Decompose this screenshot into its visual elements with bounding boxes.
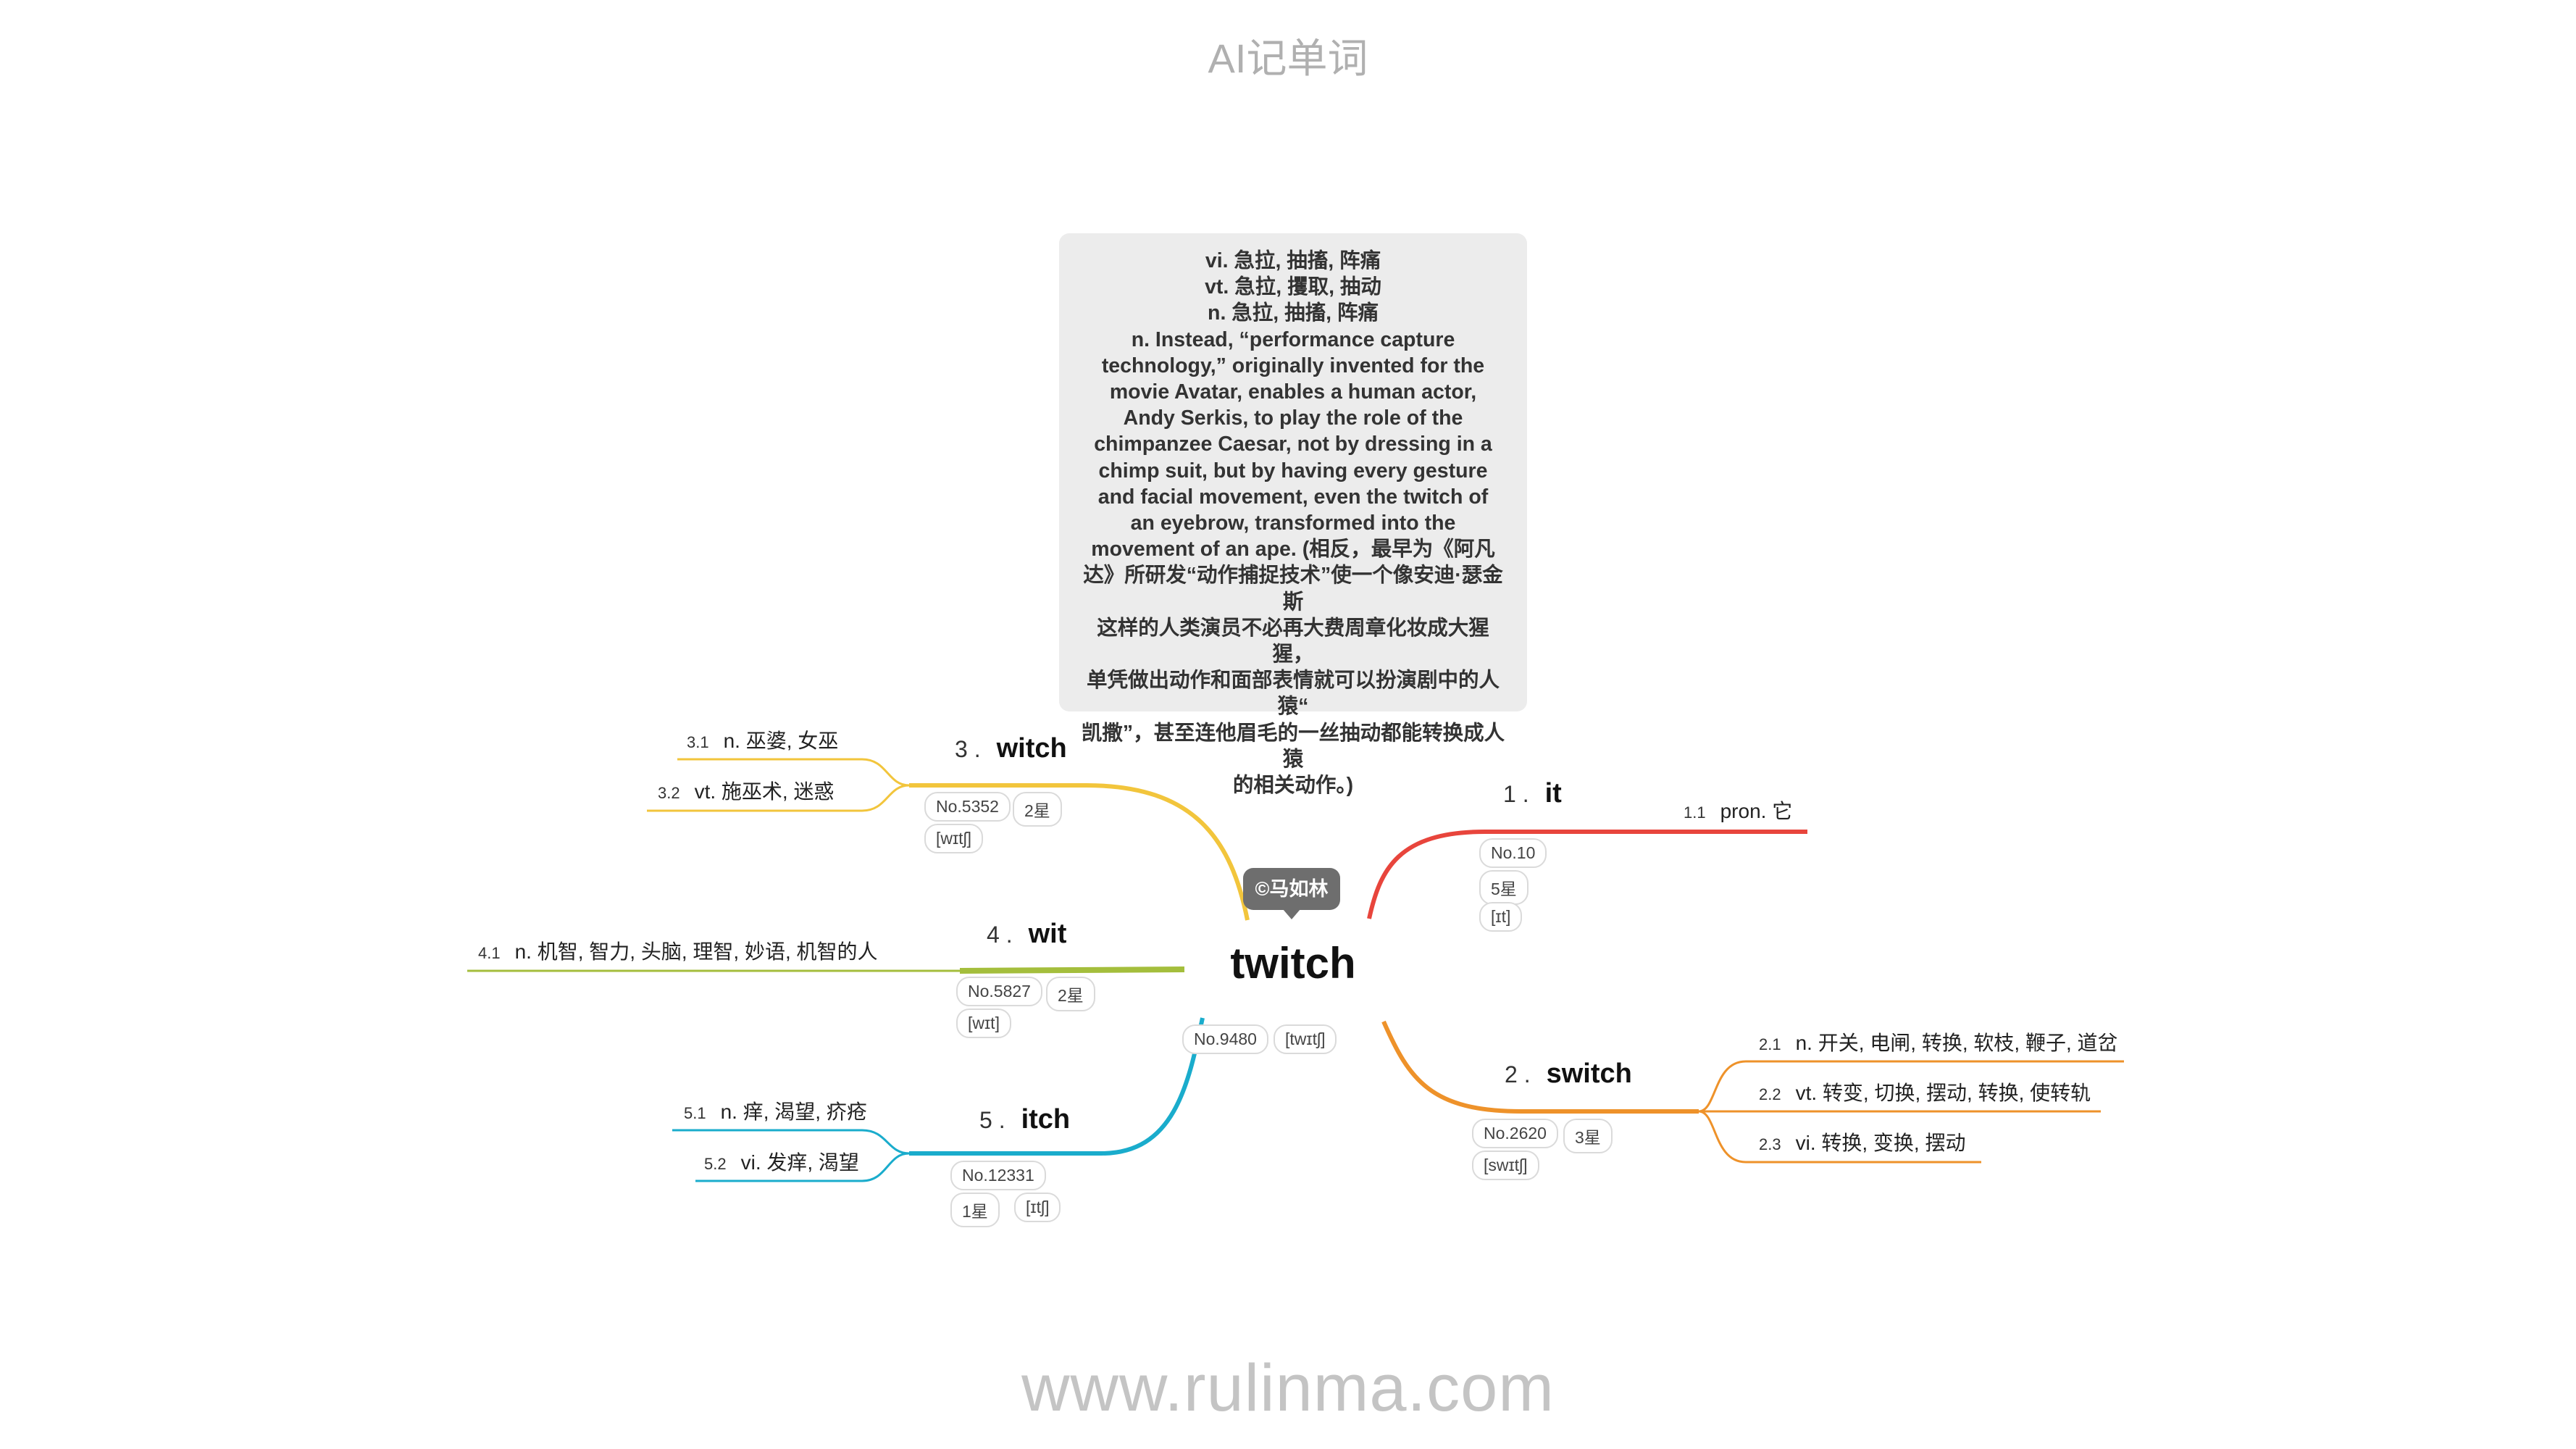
- copyright-badge: ©马如林: [1243, 868, 1340, 919]
- sense-text: vi. 转换, 变换, 摆动: [1795, 1132, 1966, 1154]
- note-line: chimp suit, but by having every gesture: [1098, 459, 1488, 483]
- sense-text: n. 开关, 电闸, 转换, 软枝, 鞭子, 道岔: [1795, 1032, 2118, 1054]
- note-line: n. 急拉, 抽搐, 阵痛: [1208, 301, 1379, 325]
- sense-text: n. 机智, 智力, 头脑, 理智, 妙语, 机智的人: [514, 940, 878, 963]
- note-line: an eyebrow, transformed into the: [1130, 511, 1456, 535]
- branch-number: 4 .: [987, 922, 1013, 948]
- branch-itch-rank-tag: No.12331: [950, 1161, 1046, 1190]
- branch-it-phonetic-tag: [ɪt]: [1479, 902, 1523, 932]
- connector-it: [1367, 830, 1807, 919]
- note-line: movement of an ape. (相反，最早为《阿凡: [1091, 538, 1495, 561]
- sense-5-2[interactable]: 5.2 vi. 发痒, 渴望: [704, 1147, 859, 1176]
- sense-text: n. 痒, 渴望, 疥疮: [720, 1101, 867, 1123]
- sense-1-1[interactable]: 1.1 pron. 它: [1684, 796, 1792, 824]
- sense-text: n. 巫婆, 女巫: [723, 730, 839, 752]
- branch-wit-stars-tag: 2星: [1046, 977, 1095, 1011]
- connector-witch: [909, 783, 1250, 921]
- note-line: chimpanzee Caesar, not by dressing in a: [1094, 433, 1492, 456]
- branch-word: it: [1544, 778, 1562, 809]
- sense-2-1[interactable]: 2.1 n. 开关, 电闸, 转换, 软枝, 鞭子, 道岔: [1759, 1027, 2118, 1056]
- sense-3-2[interactable]: 3.2 vt. 施巫术, 迷惑: [658, 776, 835, 805]
- sense-4-1[interactable]: 4.1 n. 机智, 智力, 头脑, 理智, 妙语, 机智的人: [478, 936, 878, 965]
- site-url: www.rulinma.com: [1021, 1351, 1555, 1425]
- branch-witch-phonetic-tag: [wɪtʃ]: [924, 824, 984, 853]
- sense-2-3[interactable]: 2.3 vi. 转换, 变换, 摆动: [1759, 1127, 1966, 1156]
- connector-switch-sense-1: [1698, 1060, 2124, 1113]
- note-line: vi. 急拉, 抽搐, 阵痛: [1205, 249, 1381, 272]
- connector-wit: [959, 966, 1185, 974]
- branch-wit-title[interactable]: 4 . wit: [987, 919, 1066, 950]
- sense-index: 3.1: [687, 733, 709, 751]
- branch-switch-phonetic-tag: [swɪtʃ]: [1472, 1151, 1539, 1180]
- central-word[interactable]: twitch: [1230, 939, 1356, 987]
- note-line: n. Instead, “performance capture: [1131, 327, 1455, 351]
- note-line: vt. 急拉, 攫取, 抽动: [1205, 275, 1381, 299]
- branch-itch-stars-tag: 1星: [950, 1193, 1000, 1227]
- sense-index: 2.2: [1759, 1085, 1781, 1103]
- sense-index: 2.1: [1759, 1035, 1781, 1053]
- note-line: and facial movement, even the twitch of: [1097, 485, 1489, 509]
- sense-5-1[interactable]: 5.1 n. 痒, 渴望, 疥疮: [684, 1096, 867, 1125]
- branch-wit-phonetic-tag: [wɪt]: [956, 1009, 1011, 1038]
- central-phonetic-tag: [twɪtʃ]: [1274, 1024, 1337, 1054]
- sense-3-1[interactable]: 3.1 n. 巫婆, 女巫: [687, 725, 838, 754]
- sense-index: 1.1: [1684, 803, 1706, 822]
- branch-it-rank-tag: No.10: [1479, 838, 1547, 868]
- sense-index: 5.2: [704, 1155, 727, 1173]
- branch-number: 2 .: [1505, 1061, 1531, 1087]
- sense-index: 4.1: [478, 944, 501, 962]
- sense-text: vt. 转变, 切换, 摆动, 转换, 使转轨: [1795, 1082, 2091, 1104]
- branch-witch-rank-tag: No.5352: [924, 792, 1011, 822]
- page-title: AI记单词: [1208, 36, 1368, 81]
- connector-itch-sense-2: [695, 1152, 910, 1182]
- branch-word: witch: [996, 733, 1067, 764]
- sense-text: vt. 施巫术, 迷惑: [694, 780, 835, 803]
- sense-text: pron. 它: [1720, 800, 1793, 822]
- branch-itch-title[interactable]: 5 . itch: [979, 1104, 1070, 1135]
- branch-it-title[interactable]: 1 . it: [1503, 778, 1562, 809]
- note-box: vi. 急拉, 抽搐, 阵痛 vt. 急拉, 攫取, 抽动 n. 急拉, 抽搐,…: [1059, 233, 1527, 797]
- note-line: 达》所研发“动作捕捉技术”使一个像安迪·瑟金斯: [1083, 564, 1503, 614]
- sense-index: 3.2: [658, 784, 680, 802]
- central-rank-tag: No.9480: [1182, 1024, 1268, 1054]
- branch-number: 3 .: [955, 736, 981, 762]
- branch-witch-title[interactable]: 3 . witch: [955, 733, 1067, 764]
- note-line: 这样的人类演员不必再大费周章化妆成大猩猩，: [1097, 616, 1489, 667]
- note-line: movie Avatar, enables a human actor,: [1109, 380, 1477, 404]
- sense-index: 2.3: [1759, 1135, 1781, 1153]
- branch-word: switch: [1546, 1058, 1632, 1089]
- sense-index: 5.1: [684, 1104, 706, 1122]
- branch-witch-stars-tag: 2星: [1013, 792, 1062, 827]
- connector-switch-sense-3: [1698, 1110, 1981, 1164]
- branch-number: 5 .: [979, 1107, 1005, 1133]
- branch-switch-stars-tag: 3星: [1563, 1119, 1613, 1153]
- connector-witch-sense-2: [647, 784, 910, 812]
- branch-word: itch: [1021, 1104, 1071, 1135]
- sense-text: vi. 发痒, 渴望: [740, 1151, 859, 1174]
- note-line: 单凭做出动作和面部表情就可以扮演剧中的人猿“: [1086, 669, 1500, 719]
- note-line: technology,” originally invented for the: [1101, 354, 1485, 377]
- connector-witch-sense-1: [677, 758, 910, 787]
- branch-switch-rank-tag: No.2620: [1472, 1119, 1558, 1148]
- branch-switch-title[interactable]: 2 . switch: [1505, 1058, 1632, 1090]
- note-line: 的相关动作。): [1232, 774, 1354, 798]
- sense-2-2[interactable]: 2.2 vt. 转变, 切换, 摆动, 转换, 使转轨: [1759, 1077, 2091, 1106]
- branch-it-stars-tag: 5星: [1479, 870, 1529, 905]
- branch-itch-phonetic-tag: [ɪtʃ]: [1014, 1193, 1061, 1222]
- note-line: 凯撒”，甚至连他眉毛的一丝抽动都能转换成人猿: [1081, 721, 1505, 771]
- branch-word: wit: [1028, 919, 1067, 949]
- connector-switch: [1381, 1020, 1699, 1114]
- branch-wit-rank-tag: No.5827: [956, 977, 1042, 1006]
- connector-itch-sense-1: [672, 1129, 910, 1155]
- note-line: Andy Serkis, to play the role of the: [1123, 406, 1463, 430]
- branch-number: 1 .: [1503, 781, 1529, 807]
